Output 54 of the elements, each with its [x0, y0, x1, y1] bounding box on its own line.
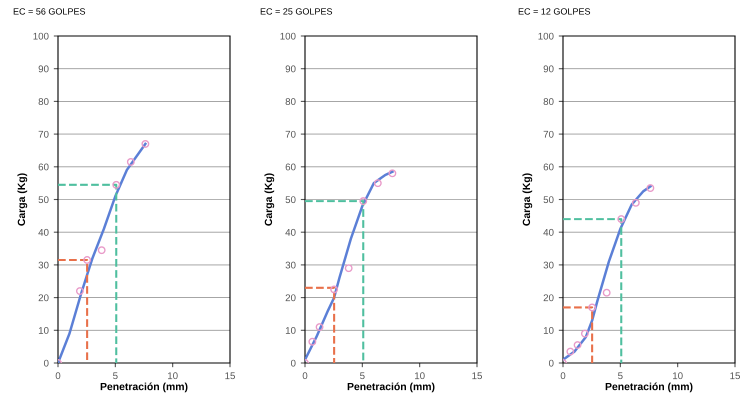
x-axis-title: Penetración (mm): [100, 382, 188, 392]
y-tick-label: 70: [544, 130, 554, 138]
x-tick-label: 5: [360, 372, 365, 380]
y-tick-label: 100: [33, 32, 49, 40]
chart-title: EC = 56 GOLPES: [14, 8, 86, 15]
y-axis-title: Carga (Kg): [17, 173, 28, 226]
y-tick-label: 10: [544, 327, 554, 334]
y-tick-label: 100: [280, 32, 296, 40]
x-tick-label: 0: [560, 372, 566, 380]
chart-title: EC = 12 GOLPES: [518, 8, 590, 15]
y-tick-label: 70: [286, 130, 296, 138]
x-tick-label: 15: [472, 372, 482, 380]
x-tick-label: 10: [673, 372, 683, 380]
y-tick-label: 0: [44, 360, 49, 367]
y-tick-label: 90: [544, 65, 554, 72]
y-tick-label: 60: [38, 164, 49, 170]
y-tick-label: 80: [38, 98, 49, 106]
y-tick-label: 30: [38, 262, 49, 269]
y-tick-label: 100: [538, 32, 554, 40]
y-tick-label: 0: [290, 360, 296, 367]
y-tick-label: 20: [286, 294, 296, 302]
y-tick-label: 60: [286, 164, 296, 170]
y-tick-label: 30: [544, 262, 554, 269]
y-tick-label: 90: [286, 65, 296, 72]
x-tick-label: 10: [415, 372, 425, 380]
y-axis-title: Carga (Kg): [522, 173, 532, 226]
y-tick-label: 80: [286, 98, 296, 106]
x-tick-label: 5: [618, 372, 623, 380]
x-axis-title: Penetración (mm): [348, 382, 434, 392]
y-tick-label: 90: [38, 65, 49, 72]
x-tick-label: 15: [730, 372, 740, 380]
x-axis-title: Penetración (mm): [606, 382, 692, 392]
y-axis-title: Carga (Kg): [264, 173, 274, 226]
y-tick-label: 0: [548, 360, 554, 367]
y-tick-label: 80: [544, 98, 554, 106]
chart-title: EC = 25 GOLPES: [260, 8, 332, 15]
x-tick-label: 15: [225, 372, 235, 380]
x-tick-label: 0: [56, 372, 60, 380]
y-tick-label: 70: [38, 130, 49, 138]
x-tick-label: 5: [113, 372, 118, 380]
y-tick-label: 50: [544, 196, 554, 204]
y-tick-label: 10: [38, 327, 49, 334]
y-tick-label: 20: [38, 294, 49, 302]
y-tick-label: 50: [286, 196, 296, 204]
y-tick-label: 40: [285, 228, 296, 236]
x-tick-label: 10: [168, 372, 178, 380]
y-tick-label: 60: [544, 164, 554, 170]
y-tick-label: 50: [38, 196, 49, 204]
y-tick-label: 20: [544, 294, 554, 302]
y-tick-label: 30: [286, 262, 296, 269]
y-tick-label: 40: [543, 228, 554, 236]
x-tick-label: 0: [302, 372, 308, 380]
y-tick-label: 10: [286, 327, 296, 334]
y-tick-label: 40: [38, 228, 49, 236]
